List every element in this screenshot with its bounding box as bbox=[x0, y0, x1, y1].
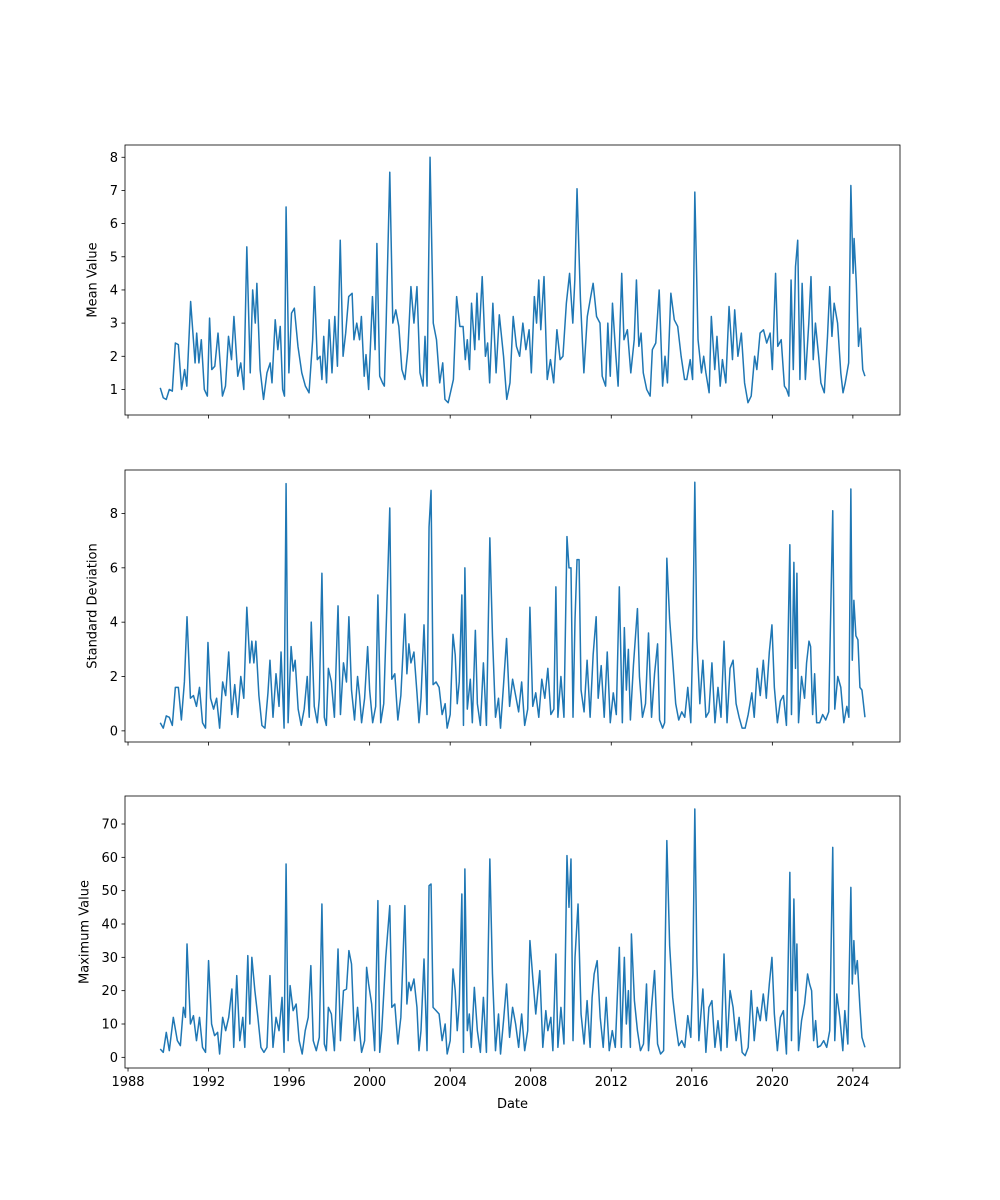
x-tick-label: 2016 bbox=[675, 1075, 708, 1090]
y-tick-label: 40 bbox=[101, 918, 118, 933]
y-tick-label: 0 bbox=[110, 1051, 118, 1066]
x-tick-label: 1992 bbox=[192, 1075, 225, 1090]
y-tick-label: 7 bbox=[110, 184, 118, 199]
x-tick-label: 2024 bbox=[836, 1075, 869, 1090]
y-axis-label: Maximum Value bbox=[77, 880, 92, 984]
plot-area bbox=[159, 808, 866, 1057]
plot-area bbox=[159, 156, 866, 404]
plot-area bbox=[159, 481, 866, 729]
y-tick-label: 8 bbox=[110, 151, 118, 166]
y-tick-label: 1 bbox=[110, 383, 118, 398]
y-tick-label: 30 bbox=[101, 951, 118, 966]
y-tick-label: 5 bbox=[110, 250, 118, 265]
x-tick-label: 2008 bbox=[514, 1075, 547, 1090]
y-axis-label: Standard Deviation bbox=[86, 543, 101, 668]
y-tick-label: 4 bbox=[110, 283, 118, 298]
y-axis-label: Mean Value bbox=[86, 242, 101, 317]
axes-frame bbox=[124, 469, 901, 743]
x-axis-label: Date bbox=[497, 1097, 528, 1112]
y-tick-label: 70 bbox=[101, 818, 118, 833]
y-tick-label: 10 bbox=[101, 1018, 118, 1033]
x-tick-label: 2020 bbox=[756, 1075, 789, 1090]
x-tick-label: 2004 bbox=[434, 1075, 467, 1090]
x-tick-label: 1988 bbox=[111, 1075, 144, 1090]
axes-frame bbox=[124, 144, 901, 416]
x-tick-label: 1996 bbox=[273, 1075, 306, 1090]
data-line bbox=[159, 156, 866, 404]
y-tick-label: 3 bbox=[110, 317, 118, 332]
y-tick-label: 2 bbox=[110, 350, 118, 365]
x-tick-label: 2000 bbox=[353, 1075, 386, 1090]
y-tick-label: 6 bbox=[110, 217, 118, 232]
y-tick-label: 6 bbox=[110, 561, 118, 576]
y-tick-label: 20 bbox=[101, 984, 118, 999]
data-line bbox=[159, 808, 866, 1057]
y-tick-label: 50 bbox=[101, 884, 118, 899]
x-tick-label: 2012 bbox=[595, 1075, 628, 1090]
y-tick-label: 0 bbox=[110, 724, 118, 739]
y-tick-label: 8 bbox=[110, 507, 118, 522]
data-line bbox=[159, 481, 866, 729]
y-tick-label: 4 bbox=[110, 616, 118, 631]
axes-frame bbox=[124, 795, 901, 1069]
y-tick-label: 2 bbox=[110, 670, 118, 685]
y-tick-label: 60 bbox=[101, 851, 118, 866]
